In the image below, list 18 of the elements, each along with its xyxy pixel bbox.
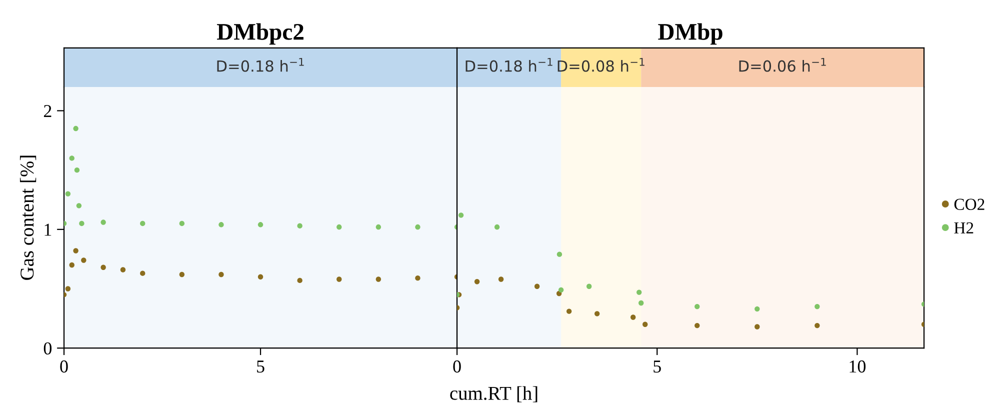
x-tick-label: 5 — [654, 360, 661, 373]
band-label: D=0.08 h$^{−1}$ — [558, 58, 644, 72]
band-label: D=0.06 h$^{−1}$ — [739, 58, 826, 72]
y-axis-title: Gas content [%] — [20, 156, 36, 280]
x-tick-label: 10 — [850, 360, 866, 373]
y-tick-label: 2 — [44, 105, 52, 117]
chart-title: DMbp — [658, 23, 722, 45]
x-tick-label: 0 — [453, 360, 461, 373]
legend-label: CO2 — [954, 198, 984, 210]
y-tick-label: 0 — [44, 342, 52, 355]
y-tick-label: 1 — [44, 224, 52, 236]
chart-title: DMbpc2 — [216, 23, 304, 45]
legend-label: H2 — [954, 222, 974, 234]
x-axis-title: cum.RT [h] — [450, 386, 538, 402]
band-label: D=0.18 h$^{−1}$ — [217, 58, 304, 72]
x-tick-label: 5 — [257, 360, 264, 373]
band-label: D=0.18 h$^{−1}$ — [466, 58, 552, 72]
x-tick-label: 0 — [60, 360, 68, 373]
